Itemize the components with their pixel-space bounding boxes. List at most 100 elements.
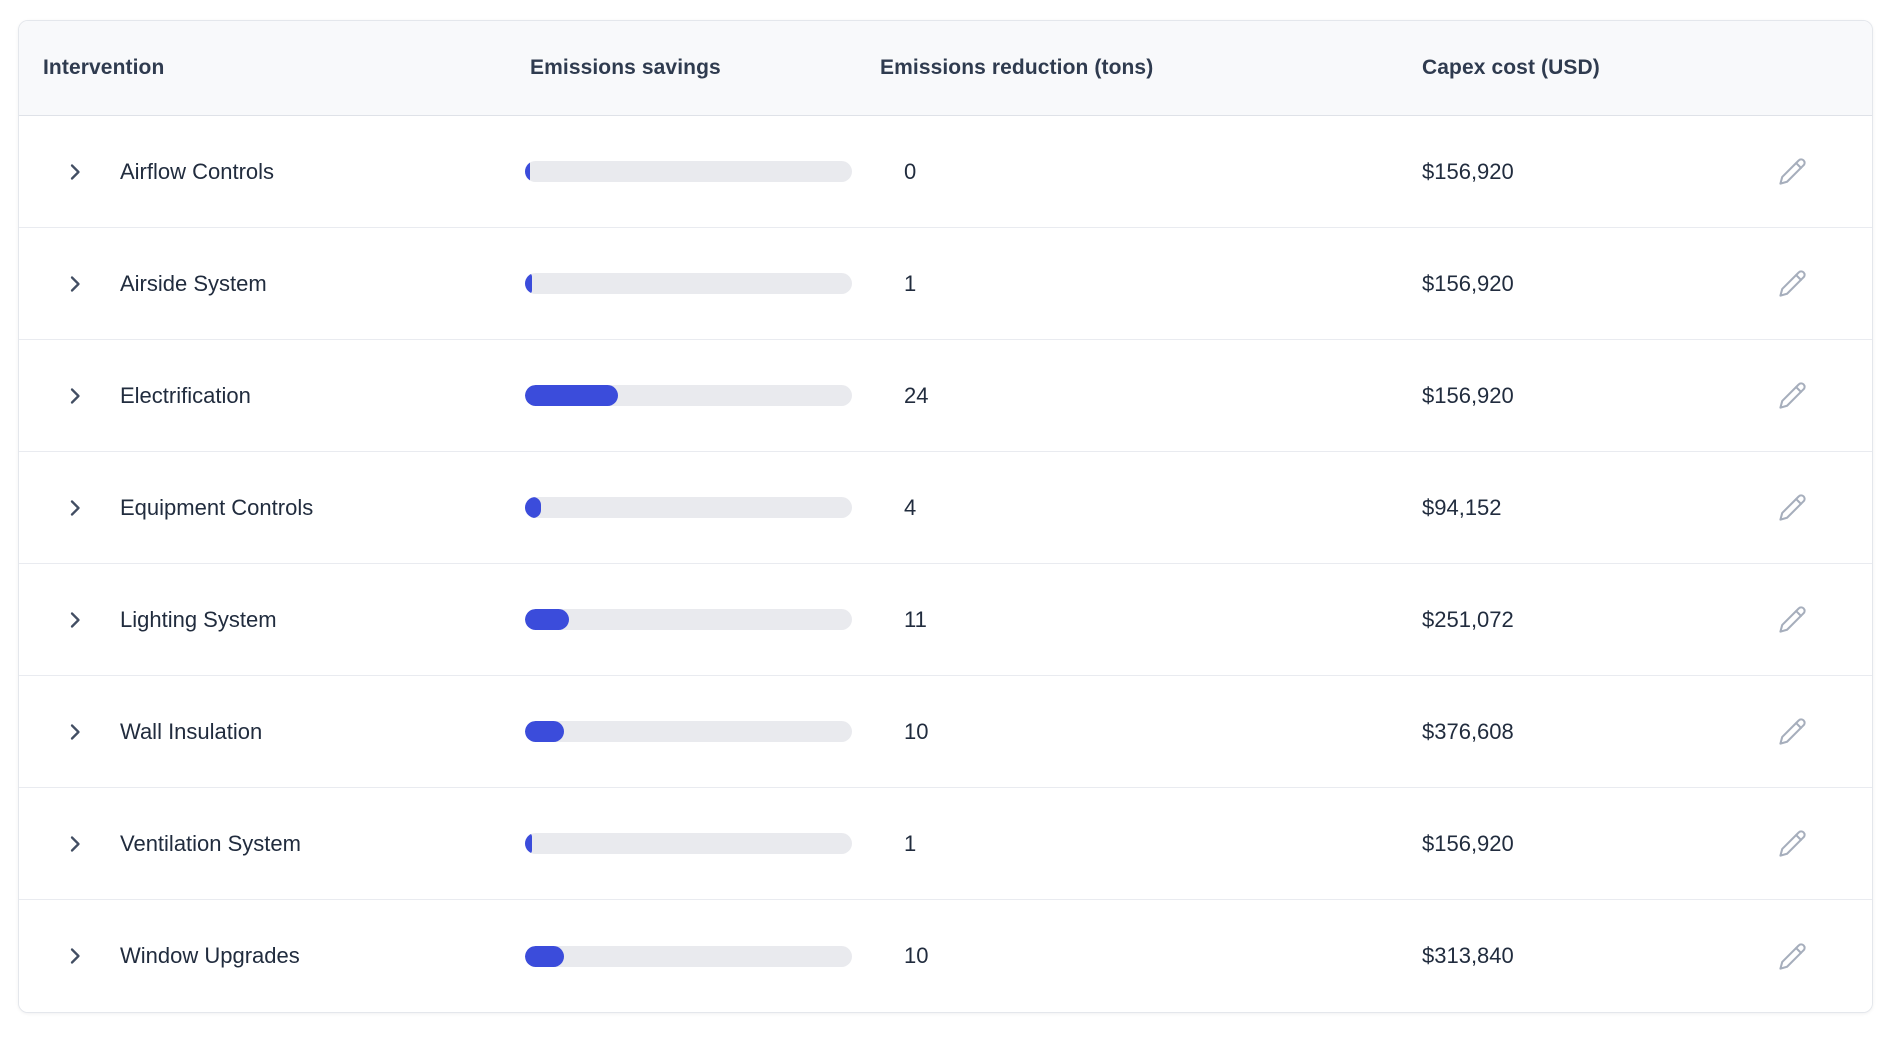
intervention-name: Wall Insulation [120, 718, 263, 744]
table-row[interactable]: Window Upgrades 10 $313,840 [19, 900, 1872, 1012]
expand-row-button[interactable] [63, 384, 87, 408]
capex-cost-value: $156,920 [1422, 158, 1514, 184]
chevron-right-icon [63, 272, 87, 296]
emissions-bar-fill [525, 273, 532, 294]
actions-cell [1738, 157, 1872, 187]
emissions-savings-cell [506, 273, 856, 294]
edit-row-button[interactable] [1777, 157, 1807, 187]
column-header-emissions-savings: Emissions savings [530, 56, 721, 79]
table-header-row: Intervention Emissions savings Emissions… [19, 21, 1872, 116]
actions-cell [1738, 269, 1872, 299]
column-header-intervention: Intervention [43, 56, 165, 79]
table-row[interactable]: Ventilation System 1 $156,920 [19, 788, 1872, 900]
table-row[interactable]: Airflow Controls 0 $156,920 [19, 116, 1872, 228]
column-header-emissions-reduction: Emissions reduction (tons) [880, 56, 1154, 79]
emissions-reduction-value: 10 [904, 718, 929, 744]
edit-row-button[interactable] [1777, 381, 1807, 411]
emissions-savings-bar [525, 273, 852, 294]
intervention-name: Airflow Controls [120, 158, 275, 184]
column-header-capex-cost: Capex cost (USD) [1422, 56, 1600, 79]
actions-cell [1738, 493, 1872, 523]
emissions-savings-cell [506, 721, 856, 742]
intervention-cell: Equipment Controls [19, 495, 506, 521]
expand-row-button[interactable] [63, 944, 87, 968]
emissions-savings-bar [525, 833, 852, 854]
expand-row-button[interactable] [63, 608, 87, 632]
table-row[interactable]: Equipment Controls 4 $94,152 [19, 452, 1872, 564]
pencil-icon [1778, 605, 1807, 634]
intervention-cell: Window Upgrades [19, 943, 506, 969]
interventions-table-card: Intervention Emissions savings Emissions… [18, 20, 1873, 1013]
edit-row-button[interactable] [1777, 493, 1807, 523]
intervention-cell: Ventilation System [19, 831, 506, 857]
emissions-savings-bar [525, 609, 852, 630]
chevron-right-icon [63, 384, 87, 408]
intervention-cell: Lighting System [19, 607, 506, 633]
expand-row-button[interactable] [63, 720, 87, 744]
actions-cell [1738, 717, 1872, 747]
capex-cost-value: $94,152 [1422, 494, 1502, 520]
intervention-cell: Airflow Controls [19, 159, 506, 185]
capex-cost-value: $156,920 [1422, 382, 1514, 408]
pencil-icon [1778, 269, 1807, 298]
emissions-reduction-value: 10 [904, 943, 929, 968]
emissions-reduction-value: 1 [904, 830, 917, 856]
emissions-reduction-value: 1 [904, 270, 917, 296]
actions-cell [1738, 381, 1872, 411]
emissions-reduction-value: 11 [904, 606, 927, 632]
pencil-icon [1778, 717, 1807, 746]
intervention-cell: Wall Insulation [19, 719, 506, 745]
emissions-savings-cell [506, 833, 856, 854]
expand-row-button[interactable] [63, 832, 87, 856]
emissions-bar-fill [525, 721, 565, 742]
intervention-name: Electrification [120, 382, 251, 408]
actions-cell [1738, 605, 1872, 635]
pencil-icon [1778, 942, 1807, 971]
edit-row-button[interactable] [1777, 941, 1807, 971]
intervention-name: Equipment Controls [120, 494, 314, 520]
pencil-icon [1778, 381, 1807, 410]
emissions-bar-fill [525, 497, 542, 518]
expand-row-button[interactable] [63, 272, 87, 296]
table-row[interactable]: Wall Insulation 10 $376,608 [19, 676, 1872, 788]
intervention-cell: Electrification [19, 383, 506, 409]
intervention-cell: Airside System [19, 271, 506, 297]
emissions-savings-bar [525, 945, 852, 967]
pencil-icon [1778, 829, 1807, 858]
pencil-icon [1778, 493, 1807, 522]
capex-cost-value: $156,920 [1422, 830, 1514, 856]
expand-row-button[interactable] [63, 160, 87, 184]
edit-row-button[interactable] [1777, 605, 1807, 635]
edit-row-button[interactable] [1777, 269, 1807, 299]
emissions-bar-fill [525, 609, 570, 630]
actions-cell [1738, 941, 1872, 971]
intervention-name: Lighting System [120, 606, 277, 632]
chevron-right-icon [63, 832, 87, 856]
emissions-savings-bar [525, 161, 852, 182]
emissions-bar-fill [525, 833, 532, 854]
emissions-savings-cell [506, 497, 856, 518]
edit-row-button[interactable] [1777, 717, 1807, 747]
table-row[interactable]: Lighting System 11 $251,072 [19, 564, 1872, 676]
edit-row-button[interactable] [1777, 829, 1807, 859]
chevron-right-icon [63, 496, 87, 520]
chevron-right-icon [63, 160, 87, 184]
table-row[interactable]: Airside System 1 $156,920 [19, 228, 1872, 340]
emissions-savings-cell [506, 161, 856, 182]
pencil-icon [1778, 157, 1807, 186]
table-row[interactable]: Electrification 24 $156,920 [19, 340, 1872, 452]
chevron-right-icon [63, 944, 87, 968]
emissions-reduction-value: 0 [904, 158, 917, 184]
intervention-name: Window Upgrades [120, 943, 300, 968]
emissions-reduction-value: 4 [904, 494, 917, 520]
expand-row-button[interactable] [63, 496, 87, 520]
emissions-savings-bar [525, 385, 852, 406]
emissions-bar-fill [525, 385, 619, 406]
capex-cost-value: $251,072 [1422, 606, 1514, 632]
intervention-name: Airside System [120, 270, 267, 296]
chevron-right-icon [63, 608, 87, 632]
capex-cost-value: $376,608 [1422, 718, 1514, 744]
intervention-name: Ventilation System [120, 830, 301, 856]
capex-cost-value: $313,840 [1422, 943, 1514, 968]
emissions-savings-bar [525, 721, 852, 742]
